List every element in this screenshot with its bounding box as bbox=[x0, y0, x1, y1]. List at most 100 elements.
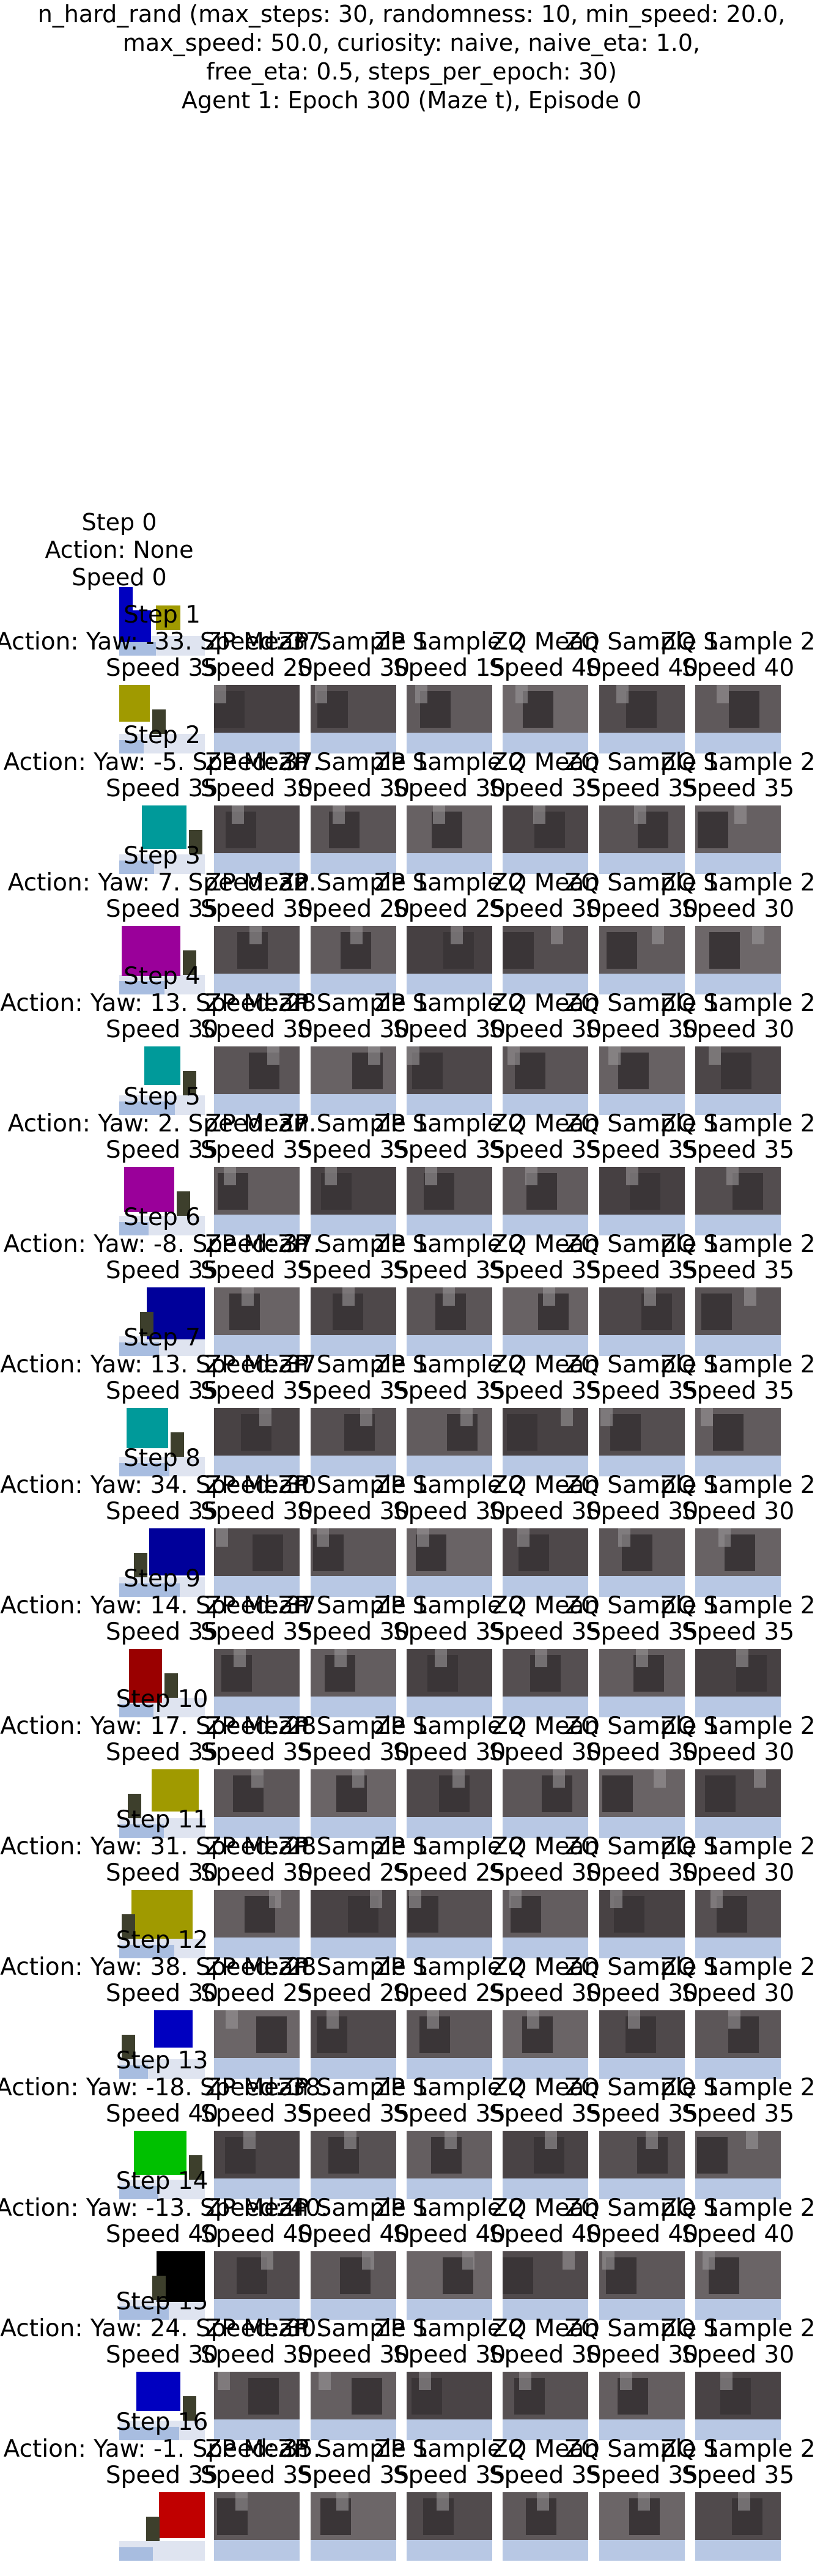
light-region bbox=[561, 1408, 573, 1426]
light-region bbox=[344, 2131, 356, 2149]
ground-region bbox=[214, 1215, 300, 1235]
pred-speed-label: Speed 30 bbox=[393, 1739, 506, 1766]
pred-speed-label: Speed 30 bbox=[489, 1859, 602, 1887]
step-row: Step 9 Action: Yaw: 14. Speed: 37. Speed 3… bbox=[0, 1566, 823, 1717]
speed-label: Speed 40 bbox=[105, 2100, 219, 2128]
pred-speed-label: Speed 35 bbox=[681, 2462, 795, 2489]
maze-wall bbox=[122, 2035, 135, 2059]
light-region bbox=[352, 1769, 364, 1788]
action-label: Action: Yaw: -33. Speed: 37. bbox=[0, 628, 328, 656]
pred-speed-label: Speed 35 bbox=[393, 1257, 506, 1284]
prediction-image bbox=[214, 2251, 300, 2320]
panel-label: ZP Sample 1 bbox=[278, 990, 429, 1017]
prediction-image bbox=[599, 685, 685, 753]
pred-speed-label: Speed 30 bbox=[585, 1980, 699, 2007]
light-region bbox=[437, 2492, 449, 2511]
floor-shadow bbox=[119, 1463, 169, 1476]
ground-region bbox=[311, 853, 396, 874]
dark-region bbox=[705, 1775, 736, 1812]
speed-label: Speed 35 bbox=[105, 2462, 219, 2489]
light-region bbox=[409, 1890, 421, 1908]
pred-speed-label: Speed 35 bbox=[200, 1136, 314, 1164]
pred-speed-label: Speed 30 bbox=[297, 1498, 410, 1525]
pred-speed-label: Speed 30 bbox=[489, 1016, 602, 1043]
light-region bbox=[717, 685, 729, 703]
maze-block bbox=[152, 1769, 199, 1812]
step-label: Step 2 bbox=[123, 722, 201, 749]
panel-label: ZP Sample 2 bbox=[374, 1351, 525, 1379]
ground-region bbox=[407, 2058, 492, 2079]
ground-region bbox=[407, 733, 492, 753]
dark-region bbox=[729, 691, 759, 728]
prediction-image bbox=[599, 1528, 685, 1597]
light-region bbox=[646, 2131, 658, 2149]
title-line-2: max_speed: 50.0, curiosity: naive, naive… bbox=[122, 29, 701, 56]
ground-region bbox=[503, 974, 588, 994]
light-region bbox=[736, 1649, 748, 1667]
maze-block bbox=[124, 1167, 174, 1212]
ground-region bbox=[311, 974, 396, 994]
prediction-image bbox=[311, 2492, 396, 2561]
pred-speed-label: Speed 35 bbox=[489, 1377, 602, 1405]
panel-label: ZP Sample 1 bbox=[278, 2074, 429, 2101]
pred-speed-label: Speed 30 bbox=[681, 1739, 795, 1766]
panel-label: ZP Sample 2 bbox=[374, 628, 525, 656]
maze-block bbox=[134, 2131, 186, 2175]
panel-label: ZP Mean bbox=[205, 1471, 309, 1499]
ground-region bbox=[599, 2540, 685, 2561]
pred-speed-label: Speed 30 bbox=[489, 895, 602, 923]
pred-speed-label: Speed 35 bbox=[489, 1618, 602, 1646]
prediction-image bbox=[407, 1769, 492, 1838]
ground-region bbox=[503, 1094, 588, 1115]
light-region bbox=[634, 805, 646, 824]
prediction-image bbox=[214, 1287, 300, 1356]
panel-label: ZP Mean bbox=[205, 749, 309, 776]
light-region bbox=[701, 1408, 713, 1426]
pred-speed-label: Speed 35 bbox=[585, 1377, 699, 1405]
prediction-image bbox=[407, 805, 492, 874]
panel-label: ZQ Sample 1 bbox=[564, 1712, 720, 1740]
light-region bbox=[333, 805, 345, 824]
dark-region bbox=[626, 691, 657, 728]
light-region bbox=[710, 1890, 723, 1908]
step-row: Step 4 Action: Yaw: 13. Speed: 28. Speed 3… bbox=[0, 963, 823, 1115]
ground-region bbox=[599, 1215, 685, 1235]
pred-speed-label: Speed 25 bbox=[393, 895, 506, 923]
prediction-image bbox=[503, 2131, 588, 2199]
observation-image bbox=[119, 685, 205, 753]
light-region bbox=[709, 1046, 721, 1065]
step-row: Step 1 Action: Yaw: -33. Speed: 37. Speed … bbox=[0, 602, 823, 753]
prediction-image bbox=[311, 1890, 396, 1958]
prediction-image bbox=[214, 926, 300, 994]
pred-speed-label: Speed 40 bbox=[585, 654, 699, 682]
light-region bbox=[527, 2010, 539, 2029]
pred-speed-label: Speed 35 bbox=[585, 775, 699, 802]
pred-speed-label: Speed 35 bbox=[393, 1618, 506, 1646]
prediction-image bbox=[407, 1408, 492, 1476]
light-region bbox=[746, 2131, 758, 2149]
dark-region bbox=[697, 2137, 728, 2174]
action-label: Action: Yaw: 7. Speed: 32. bbox=[7, 869, 317, 897]
panel-label: ZQ Sample 1 bbox=[564, 2194, 720, 2222]
pred-speed-label: Speed 30 bbox=[200, 775, 314, 802]
floor-shadow bbox=[119, 861, 154, 874]
panel-label: ZQ Mean bbox=[491, 1231, 600, 1258]
prediction-image bbox=[214, 1167, 300, 1235]
panel-label: ZQ Sample 1 bbox=[564, 990, 720, 1017]
light-region bbox=[443, 1287, 455, 1306]
ground-region bbox=[407, 1215, 492, 1235]
panel-label: ZQ Sample 1 bbox=[564, 1833, 720, 1860]
prediction-image bbox=[407, 1046, 492, 1115]
maze-block bbox=[136, 2372, 180, 2411]
light-region bbox=[744, 1287, 756, 1306]
initial-speed-label: Speed 0 bbox=[72, 564, 167, 591]
light-region bbox=[267, 1046, 279, 1065]
floor-shadow bbox=[119, 1824, 164, 1838]
panel-label: ZP Sample 1 bbox=[278, 1712, 429, 1740]
panel-label: ZP Mean bbox=[205, 1953, 309, 1981]
pred-speed-label: Speed 35 bbox=[200, 2462, 314, 2489]
pred-speed-label: Speed 30 bbox=[393, 2341, 506, 2369]
light-region bbox=[259, 1408, 271, 1426]
ground-region bbox=[503, 1576, 588, 1597]
step-row: Step 14 Action: Yaw: -13. Speed: 40. Speed… bbox=[0, 2168, 823, 2320]
